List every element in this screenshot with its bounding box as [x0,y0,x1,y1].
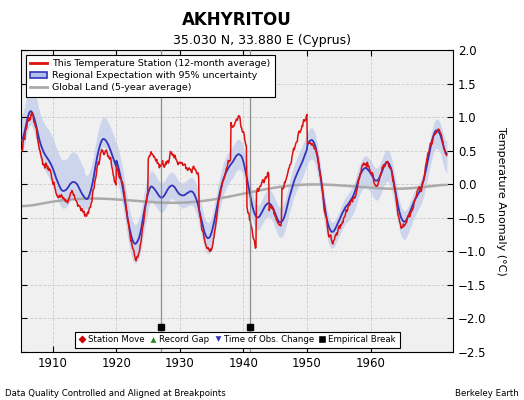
Legend: Station Move, Record Gap, Time of Obs. Change, Empirical Break: Station Move, Record Gap, Time of Obs. C… [74,332,400,348]
Text: Data Quality Controlled and Aligned at Breakpoints: Data Quality Controlled and Aligned at B… [5,389,226,398]
Y-axis label: Temperature Anomaly (°C): Temperature Anomaly (°C) [496,127,506,275]
Title: AKHYRITOU: AKHYRITOU [182,11,292,29]
Text: Berkeley Earth: Berkeley Earth [455,389,519,398]
Text: 35.030 N, 33.880 E (Cyprus): 35.030 N, 33.880 E (Cyprus) [173,34,351,47]
